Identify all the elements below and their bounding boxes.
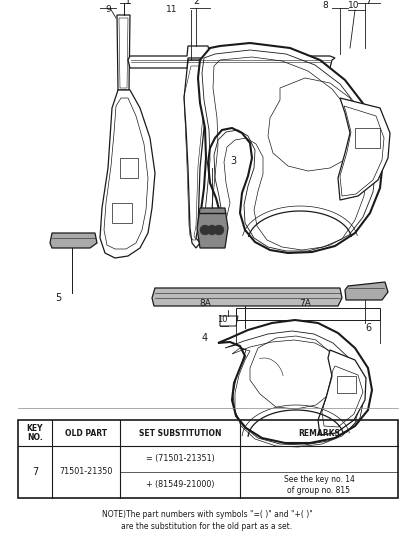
Text: 4: 4 <box>202 333 208 343</box>
Text: + (81549-21000): + (81549-21000) <box>145 480 214 490</box>
Polygon shape <box>50 233 97 248</box>
Text: See the key no. 14
of group no. 815: See the key no. 14 of group no. 815 <box>283 475 354 495</box>
Text: 10: 10 <box>216 315 227 324</box>
Polygon shape <box>128 46 334 68</box>
Text: 2: 2 <box>192 0 199 6</box>
Text: 6: 6 <box>364 323 370 333</box>
Text: REMARKS: REMARKS <box>297 428 339 437</box>
Text: 9: 9 <box>105 5 111 15</box>
Text: 7: 7 <box>32 467 38 477</box>
Polygon shape <box>337 98 389 200</box>
Text: 11: 11 <box>166 5 177 15</box>
Text: 8A: 8A <box>199 299 211 308</box>
Text: 7: 7 <box>364 0 370 6</box>
Polygon shape <box>183 60 207 248</box>
Text: 71501-21350: 71501-21350 <box>59 468 112 477</box>
Circle shape <box>199 225 209 235</box>
Polygon shape <box>197 208 228 248</box>
Text: 7A: 7A <box>298 299 310 308</box>
Text: 1: 1 <box>125 0 131 6</box>
Text: 8: 8 <box>321 1 327 10</box>
Polygon shape <box>112 203 132 223</box>
Circle shape <box>206 225 216 235</box>
Text: NOTE)The part numbers with symbols "=( )" and "+( )"
are the substitution for th: NOTE)The part numbers with symbols "=( )… <box>101 510 312 531</box>
Polygon shape <box>218 320 371 443</box>
Polygon shape <box>197 43 382 253</box>
Polygon shape <box>344 282 387 300</box>
Text: = (71501-21351): = (71501-21351) <box>145 455 214 464</box>
Polygon shape <box>117 15 130 90</box>
Circle shape <box>214 225 223 235</box>
Text: 3: 3 <box>229 156 235 166</box>
Polygon shape <box>317 350 365 435</box>
Text: 5: 5 <box>55 293 61 303</box>
Text: OLD PART: OLD PART <box>65 428 107 437</box>
Text: SET SUBSTITUTION: SET SUBSTITUTION <box>138 428 221 437</box>
Text: 10: 10 <box>347 1 359 10</box>
Polygon shape <box>152 288 341 306</box>
Polygon shape <box>120 158 138 178</box>
Polygon shape <box>100 90 154 258</box>
Text: KEY
NO.: KEY NO. <box>27 423 43 442</box>
